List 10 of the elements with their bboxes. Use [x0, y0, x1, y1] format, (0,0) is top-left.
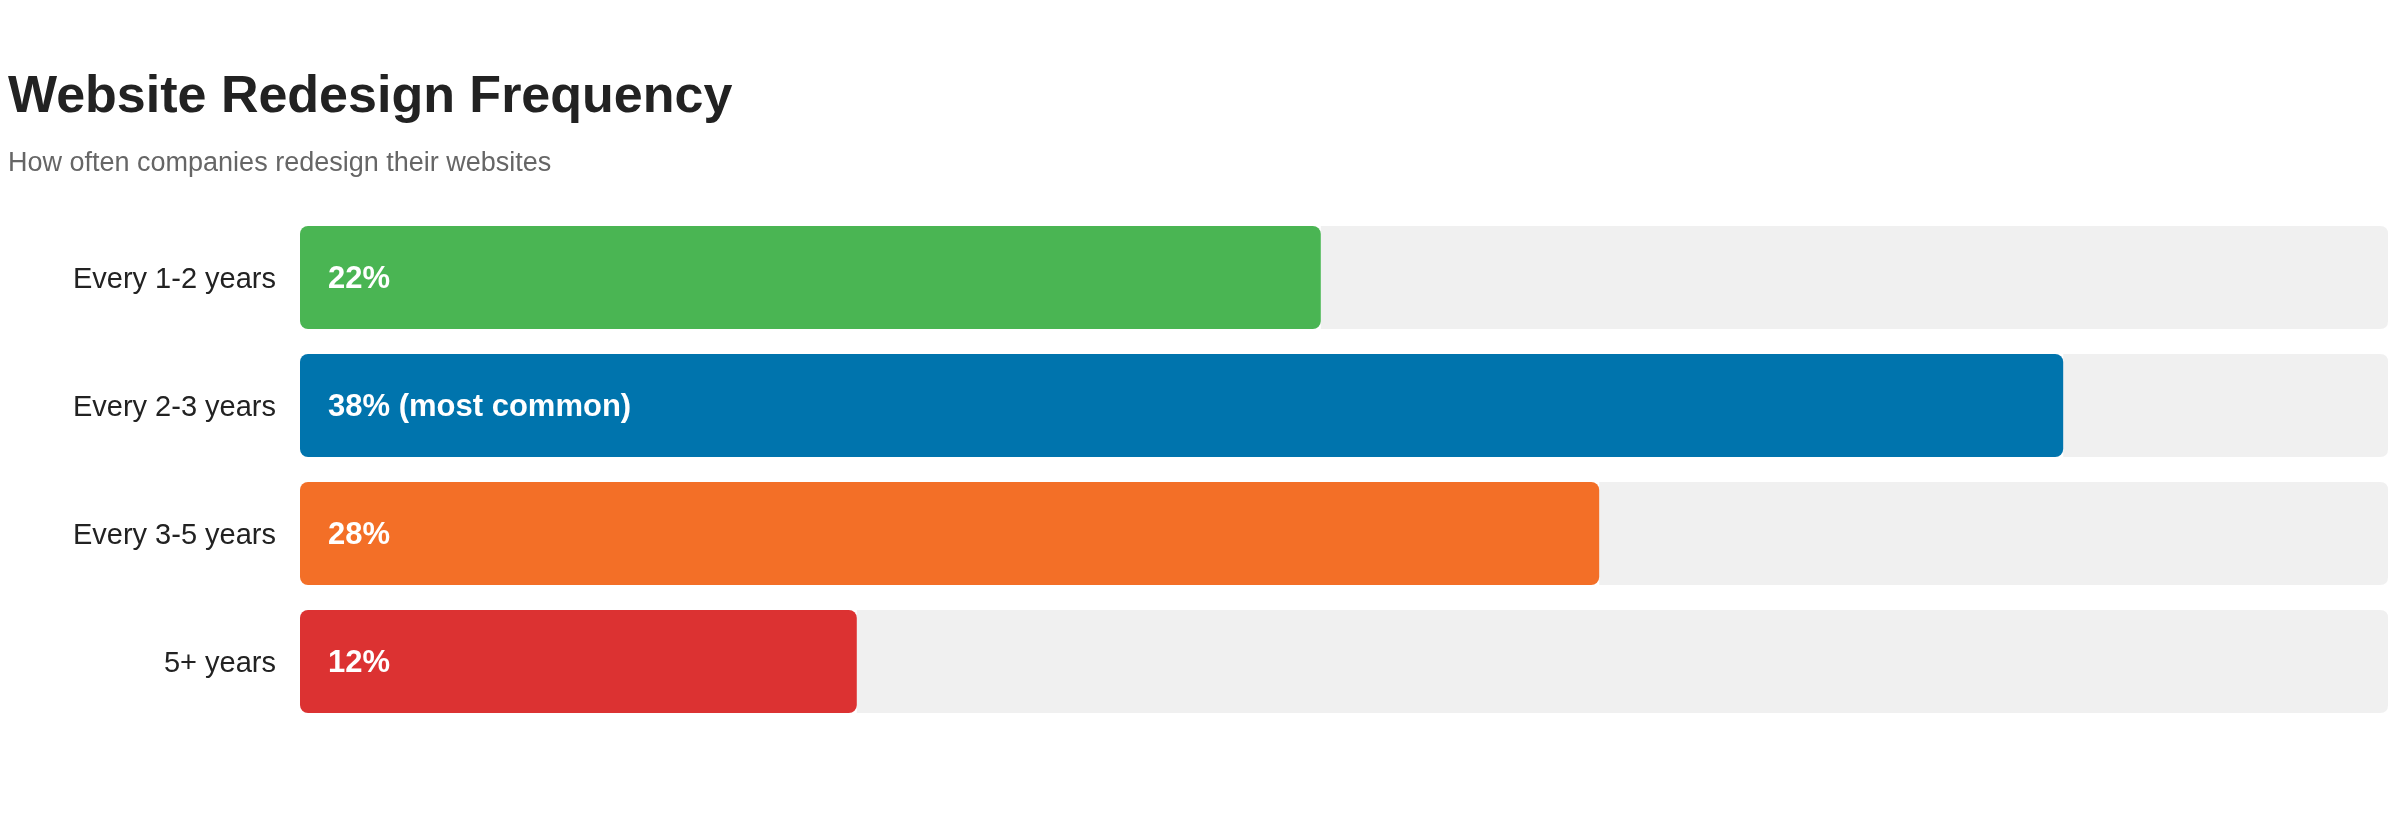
- y-tick-label: Every 1-2 years: [72, 261, 276, 294]
- data-label: 22%: [328, 260, 391, 296]
- chart-title: Website Redesign Frequency: [8, 65, 733, 123]
- data-label: 38% (most common): [328, 388, 632, 424]
- y-tick-label: 5+ years: [163, 645, 276, 678]
- y-tick-label: Every 2-3 years: [72, 389, 276, 422]
- data-label: 12%: [328, 644, 391, 680]
- y-tick-label: Every 3-5 years: [72, 517, 276, 550]
- chart-subtitle: How often companies redesign their websites: [8, 147, 552, 177]
- data-label: 28%: [328, 516, 391, 552]
